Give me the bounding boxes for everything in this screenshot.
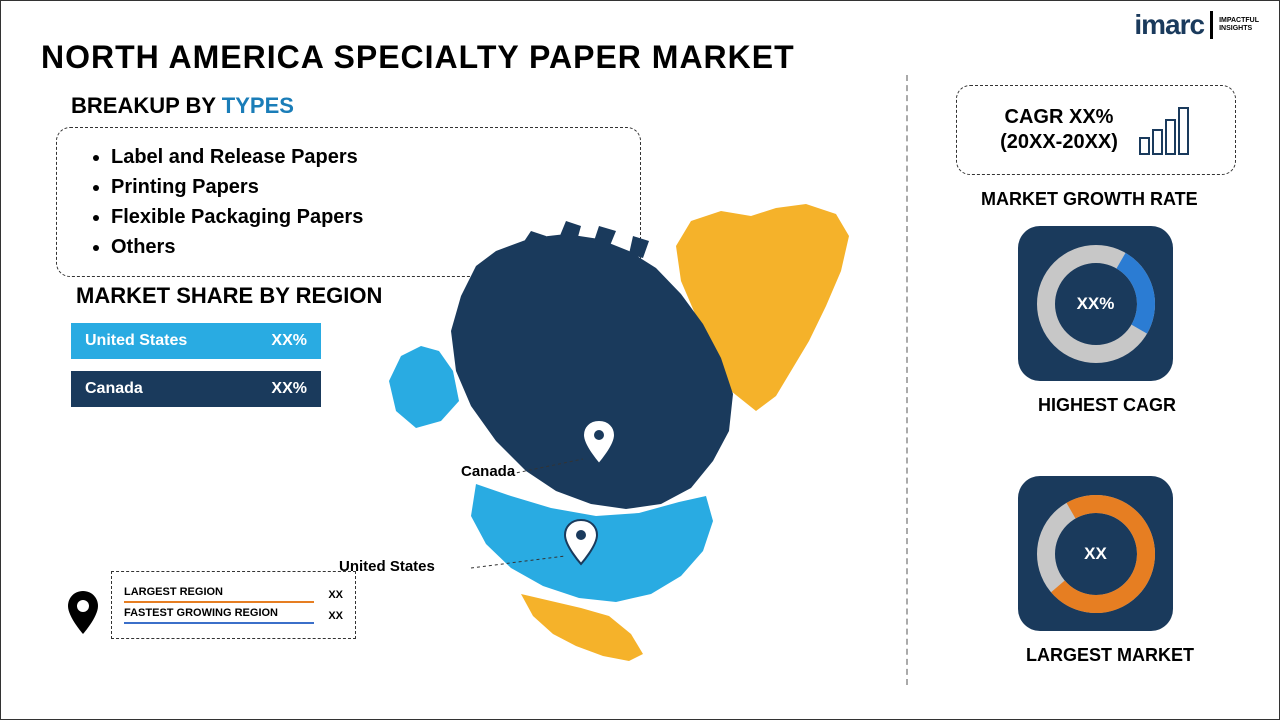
bar-chart-icon: [1136, 102, 1192, 158]
legend-box: LARGEST REGIONXX FASTEST GROWING REGIONXX: [111, 571, 356, 639]
logo-subtitle: IMPACTFUL INSIGHTS: [1219, 17, 1259, 32]
map-label-us: United States: [339, 558, 435, 575]
north-america-map: [381, 196, 886, 666]
logo-divider: [1210, 11, 1213, 39]
largest-market-card: XX: [1018, 476, 1173, 631]
legend-row: LARGEST REGIONXX: [124, 586, 343, 603]
largest-market-label: LARGEST MARKET: [1026, 645, 1194, 666]
legend-row: FASTEST GROWING REGIONXX: [124, 607, 343, 624]
brand-logo: imarc IMPACTFUL INSIGHTS: [1134, 9, 1259, 41]
growth-rate-label: MARKET GROWTH RATE: [981, 189, 1198, 210]
cagr-box: CAGR XX% (20XX-20XX): [956, 85, 1236, 175]
page-title: NORTH AMERICA SPECIALTY PAPER MARKET: [41, 39, 795, 76]
type-item: Label and Release Papers: [111, 142, 610, 172]
donut-1-center: XX%: [1077, 294, 1115, 314]
map-label-canada: Canada: [461, 463, 515, 480]
share-title: MARKET SHARE BY REGION: [76, 283, 382, 309]
donut-2-center: XX: [1084, 544, 1107, 564]
vertical-divider: [906, 75, 908, 685]
pin-icon: [63, 589, 103, 637]
highest-cagr-card: XX%: [1018, 226, 1173, 381]
highest-cagr-label: HIGHEST CAGR: [1038, 395, 1176, 416]
cagr-text: CAGR XX% (20XX-20XX): [1000, 105, 1118, 155]
breakup-title: BREAKUP BY TYPES: [71, 93, 294, 119]
region-bars: United StatesXX% CanadaXX%: [71, 323, 321, 407]
logo-text: imarc: [1134, 9, 1204, 41]
region-bar: CanadaXX%: [71, 371, 321, 407]
region-bar: United StatesXX%: [71, 323, 321, 359]
